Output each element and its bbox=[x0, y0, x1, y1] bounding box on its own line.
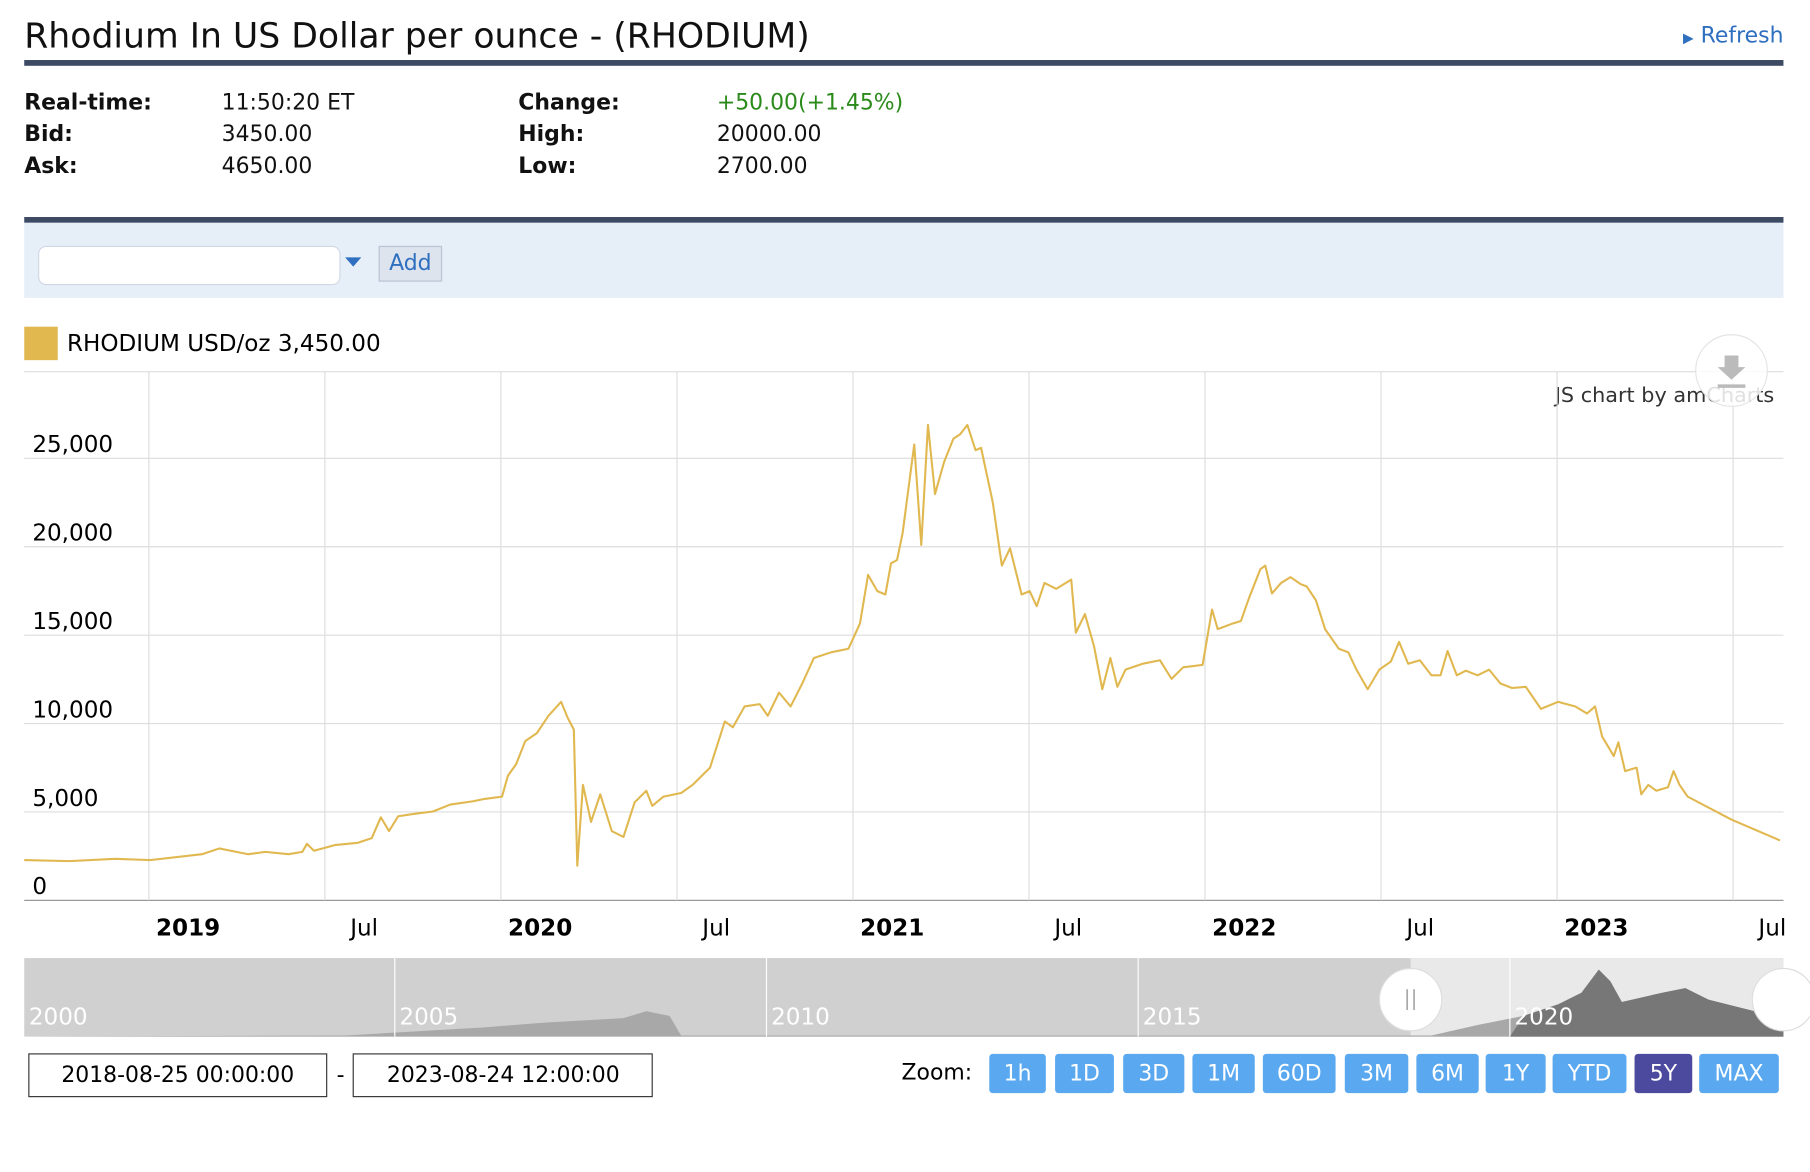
compare-input[interactable] bbox=[38, 245, 341, 286]
zoom-button[interactable] bbox=[989, 1053, 1046, 1094]
quote-label: Ask: bbox=[24, 153, 78, 179]
y-tick-label: 5,000 bbox=[32, 786, 98, 812]
zoom-buttons: 1h 1D 3D 1M 60D 3M 6M 1Y YTD 5Y MAX bbox=[989, 1053, 1779, 1094]
y-tick-label: 25,000 bbox=[32, 432, 113, 458]
add-button[interactable]: Add bbox=[378, 245, 443, 282]
quote-label: Real-time: bbox=[24, 90, 152, 116]
quote-value: 3450.00 bbox=[221, 121, 313, 147]
zoom-button[interactable] bbox=[1262, 1053, 1336, 1094]
zoom-button-label: 3D bbox=[1138, 1062, 1169, 1087]
navigator-label: 2010 bbox=[771, 1005, 830, 1031]
zoom-button[interactable] bbox=[1055, 1053, 1114, 1094]
zoom-button-label: 1h bbox=[1004, 1062, 1032, 1087]
legend-swatch bbox=[24, 326, 58, 361]
quote-label: Change: bbox=[518, 90, 620, 116]
zoom-button-label: MAX bbox=[1715, 1062, 1764, 1087]
range-end: 2023-08-24 12:00:00 bbox=[387, 1063, 620, 1088]
zoom-button[interactable] bbox=[1634, 1053, 1693, 1094]
range-dash: - bbox=[337, 1063, 345, 1088]
quote-value: 11:50:20 ET bbox=[221, 90, 355, 116]
refresh-arrow: ▶ bbox=[1683, 30, 1694, 47]
refresh-link[interactable]: ▶ Refresh bbox=[1683, 23, 1783, 48]
zoom-button-label: 1D bbox=[1069, 1062, 1100, 1087]
navigator-label: 2015 bbox=[1143, 1005, 1202, 1031]
y-tick-label: 15,000 bbox=[32, 609, 113, 635]
x-tick-label: 2022 bbox=[1212, 916, 1276, 942]
quote-label: High: bbox=[518, 121, 585, 147]
y-tick-label: 0 bbox=[32, 874, 47, 900]
grid bbox=[24, 371, 1784, 901]
x-tick-label: 2021 bbox=[860, 916, 924, 942]
zoom-button-label: YTD bbox=[1567, 1062, 1612, 1087]
zoom-button-label: 3M bbox=[1360, 1062, 1393, 1087]
navigator-label: 2020 bbox=[1514, 1005, 1573, 1031]
navigator-label: 2000 bbox=[29, 1005, 88, 1031]
navigator-label: 2005 bbox=[399, 1005, 458, 1031]
price-line bbox=[24, 423, 1781, 867]
x-tick-label: Jul bbox=[1404, 916, 1434, 942]
handle-grip bbox=[1406, 989, 1415, 1011]
navigator-silhouette-selected bbox=[1509, 969, 1784, 1037]
page-title: Rhodium In US Dollar per ounce - (RHODIU… bbox=[24, 16, 810, 57]
y-tick-label: 10,000 bbox=[32, 697, 113, 723]
quote-value: +50.00(+1.45%) bbox=[716, 90, 904, 116]
zoom-button-label: 5Y bbox=[1650, 1062, 1678, 1087]
navigator-labels: 2000 2005 2010 2015 2020 bbox=[29, 958, 1573, 1037]
zoom-label: Zoom: bbox=[902, 1061, 973, 1086]
navigator-handle[interactable] bbox=[1378, 967, 1443, 1032]
legend-value: 3,450.00 bbox=[278, 330, 381, 356]
navigator-handle[interactable] bbox=[1751, 967, 1810, 1032]
quote-value: 4650.00 bbox=[221, 153, 313, 179]
range-start-input[interactable] bbox=[28, 1053, 328, 1098]
zoom-button-label: 1Y bbox=[1502, 1062, 1530, 1087]
legend-entry: RHODIUM USD/oz 3,450.00 bbox=[67, 330, 381, 356]
quote-value: 2700.00 bbox=[716, 153, 808, 179]
zoom-button-label: 60D bbox=[1277, 1062, 1322, 1087]
zoom-button[interactable] bbox=[1416, 1053, 1479, 1094]
refresh-text: Refresh bbox=[1700, 23, 1784, 49]
x-tick-label: 2023 bbox=[1564, 916, 1628, 942]
plot bbox=[24, 423, 1781, 867]
y-tick-label: 20,000 bbox=[32, 521, 113, 547]
x-tick-label: Jul bbox=[1756, 916, 1786, 942]
x-tick-label: Jul bbox=[348, 916, 378, 942]
section-rule bbox=[24, 217, 1784, 223]
zoom-button-label: 6M bbox=[1431, 1062, 1464, 1087]
quote-label: Low: bbox=[518, 153, 577, 179]
x-tick-label: 2019 bbox=[156, 916, 220, 942]
zoom-button[interactable] bbox=[1485, 1053, 1546, 1094]
zoom-button[interactable] bbox=[1192, 1053, 1255, 1094]
zoom-button[interactable] bbox=[1552, 1053, 1627, 1094]
range-end-input[interactable] bbox=[352, 1053, 653, 1098]
quote-label: Bid: bbox=[24, 121, 73, 147]
range-start: 2018-08-25 00:00:00 bbox=[61, 1063, 294, 1088]
dropdown-arrow[interactable] bbox=[345, 257, 362, 267]
title-rule bbox=[24, 60, 1784, 66]
zoom-button-label: 1M bbox=[1207, 1062, 1240, 1087]
x-tick-label: Jul bbox=[700, 916, 730, 942]
quote-value: 20000.00 bbox=[716, 121, 822, 147]
zoom-button[interactable] bbox=[1123, 1053, 1185, 1094]
zoom-button[interactable] bbox=[1699, 1053, 1779, 1094]
x-tick-label: 2020 bbox=[508, 916, 572, 942]
x-tick-label: Jul bbox=[1052, 916, 1082, 942]
legend-name: RHODIUM USD/oz bbox=[67, 330, 271, 356]
zoom-button[interactable] bbox=[1344, 1053, 1409, 1094]
